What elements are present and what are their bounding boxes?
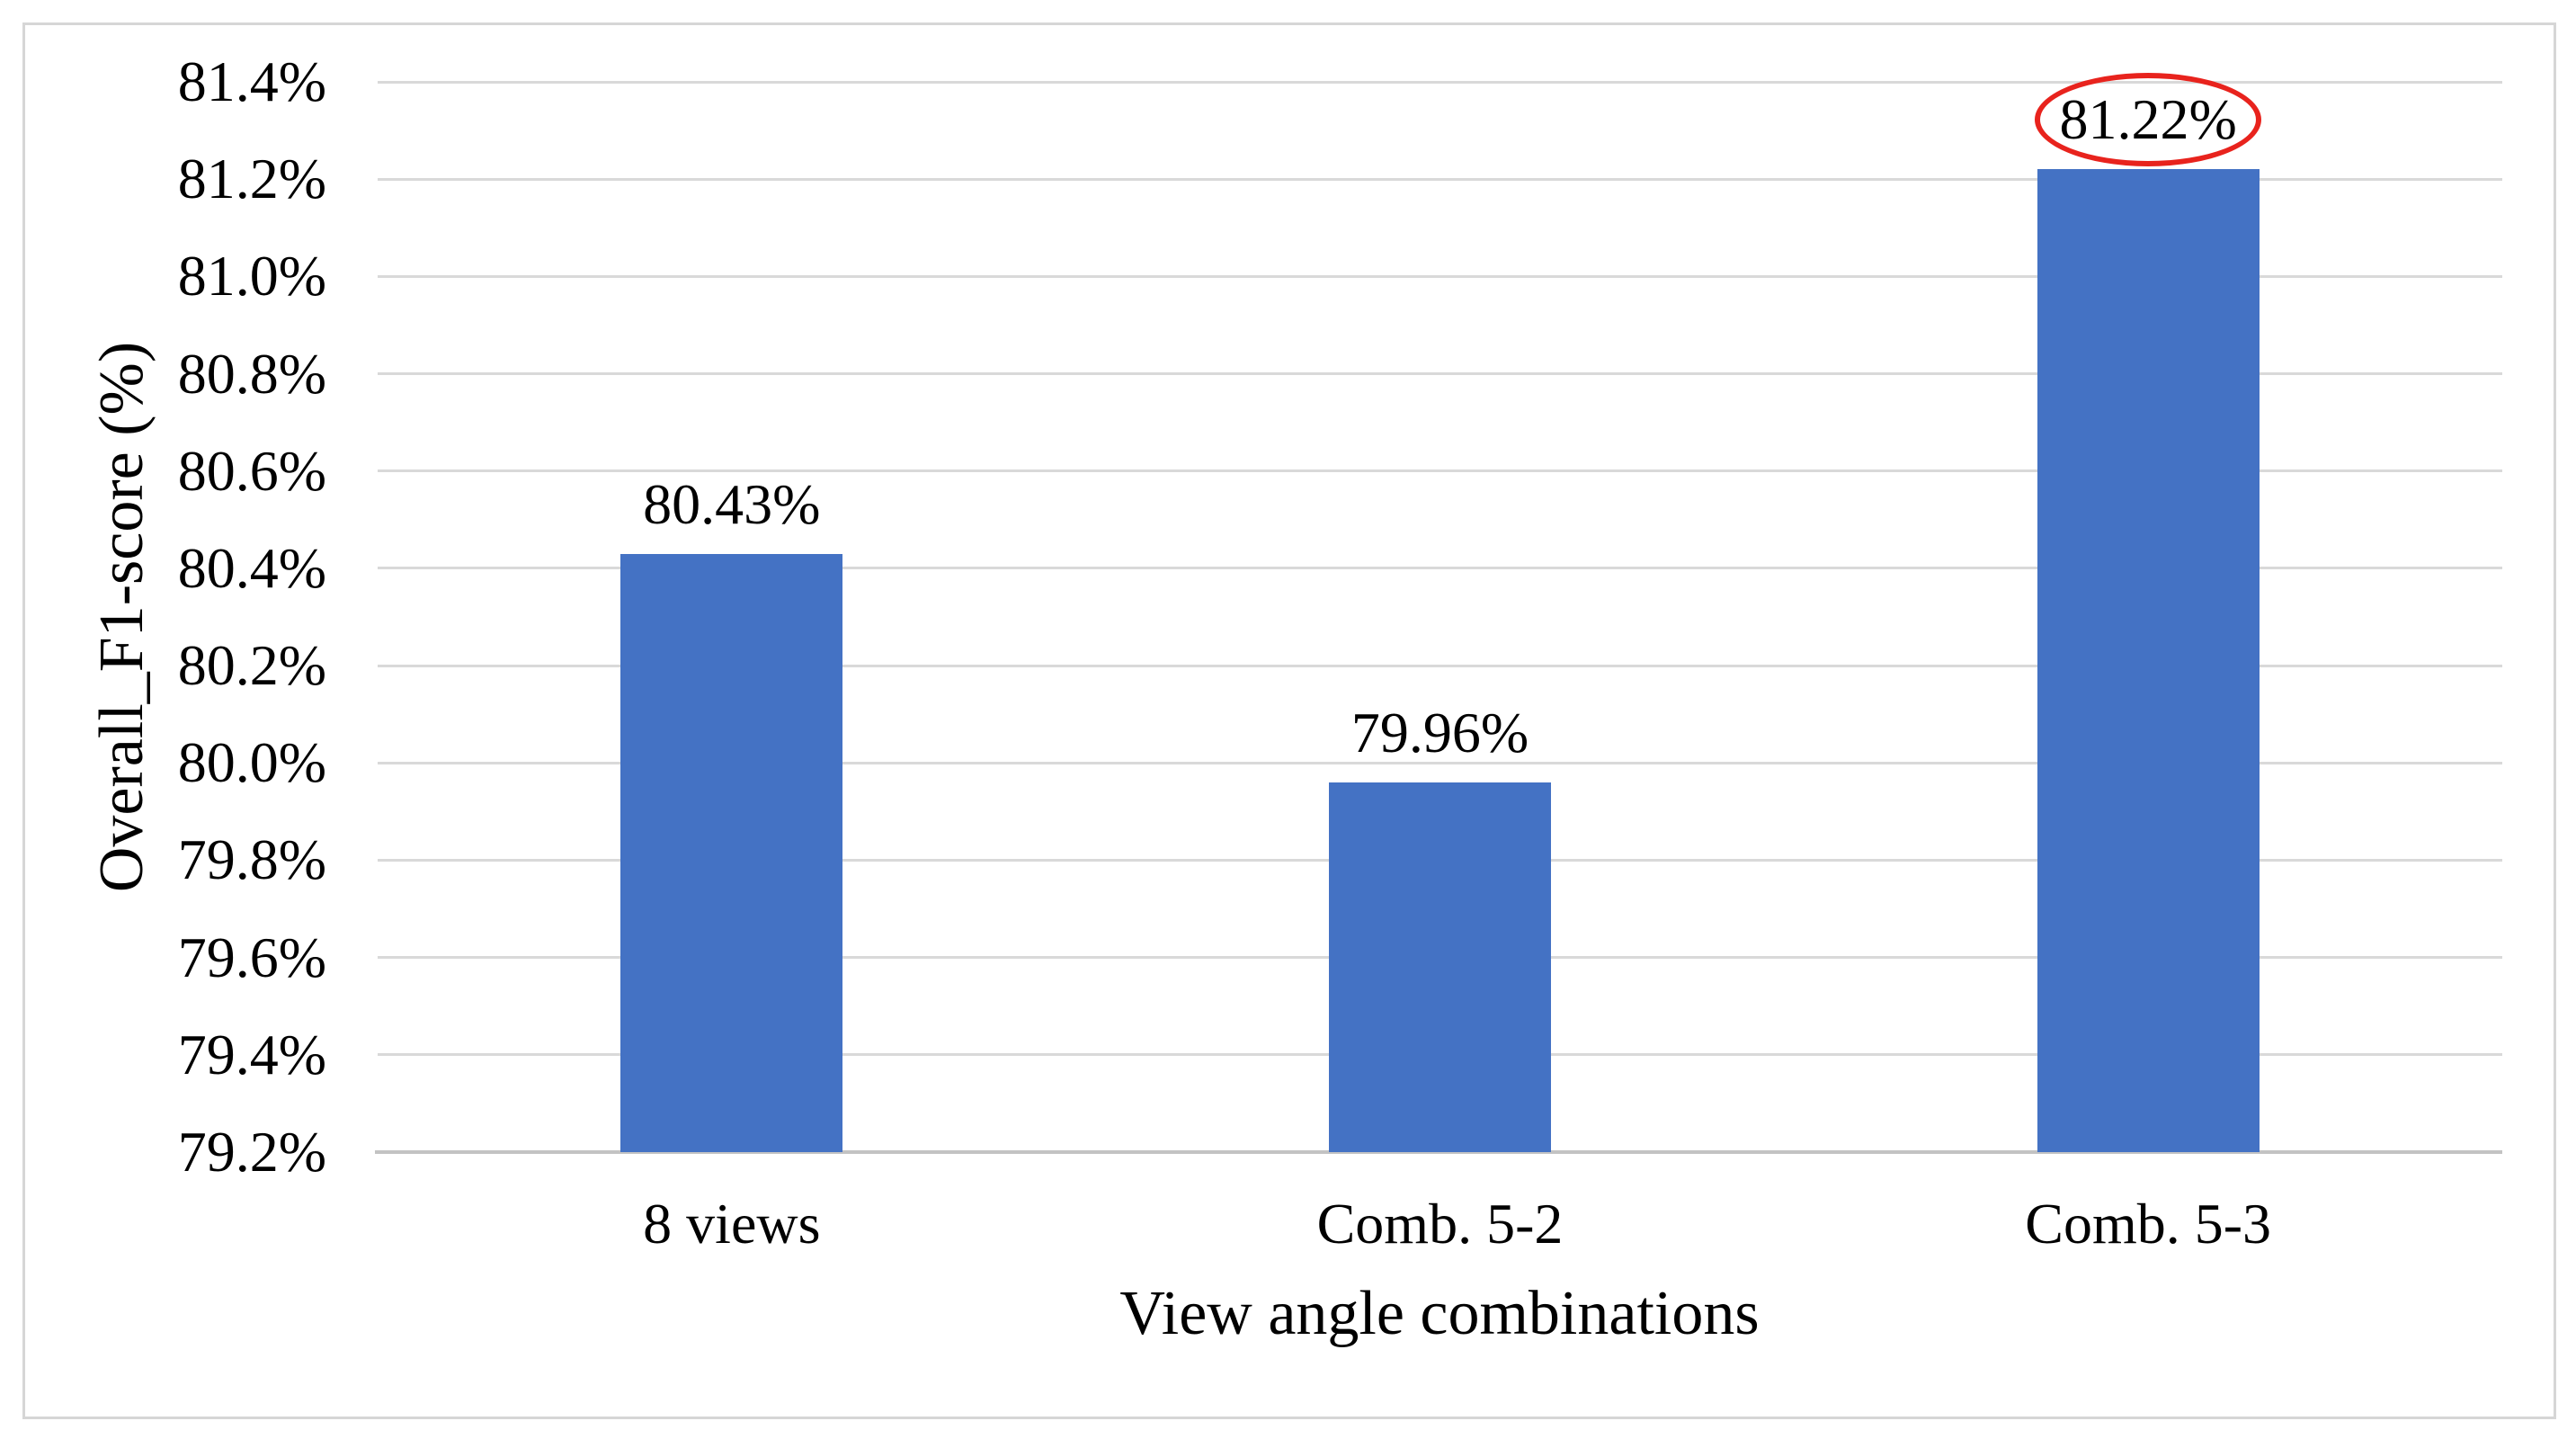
gridline [378, 274, 2502, 278]
figure-border [22, 22, 2556, 1419]
y-tick-label: 81.2% [177, 147, 326, 211]
y-tick-label: 81.0% [177, 244, 326, 308]
y-tick-label: 79.8% [177, 827, 326, 892]
x-category-label-3: Comb. 5-3 [2025, 1192, 2272, 1256]
y-tick-label: 80.6% [177, 438, 326, 503]
gridline [378, 372, 2502, 376]
gridline [378, 469, 2502, 473]
x-category-label-1: 8 views [643, 1192, 821, 1256]
gridline [378, 664, 2502, 667]
bar-2 [1329, 782, 1551, 1152]
y-tick-label: 80.4% [177, 535, 326, 600]
y-tick-label: 79.6% [177, 925, 326, 989]
bar-1 [620, 553, 843, 1152]
highlight-ellipse [2035, 73, 2262, 167]
data-label-1: 80.43% [643, 471, 821, 536]
x-axis-line [375, 1150, 2502, 1154]
x-category-label-2: Comb. 5-2 [1316, 1192, 1564, 1256]
y-tick-label: 80.8% [177, 341, 326, 406]
y-tick-label: 81.4% [177, 49, 326, 113]
y-tick-label: 80.2% [177, 633, 326, 698]
y-tick-label: 79.2% [177, 1120, 326, 1184]
gridline [378, 177, 2502, 181]
y-tick-label: 79.4% [177, 1022, 326, 1086]
y-axis-title: Overall_F1-score (%) [87, 341, 156, 893]
gridline [378, 761, 2502, 764]
bar-3 [2037, 169, 2260, 1152]
y-tick-label: 80.0% [177, 730, 326, 795]
data-label-2: 79.96% [1350, 700, 1529, 764]
gridline [378, 80, 2502, 84]
gridline [378, 567, 2502, 570]
x-axis-title: View angle combinations [1119, 1279, 1760, 1348]
